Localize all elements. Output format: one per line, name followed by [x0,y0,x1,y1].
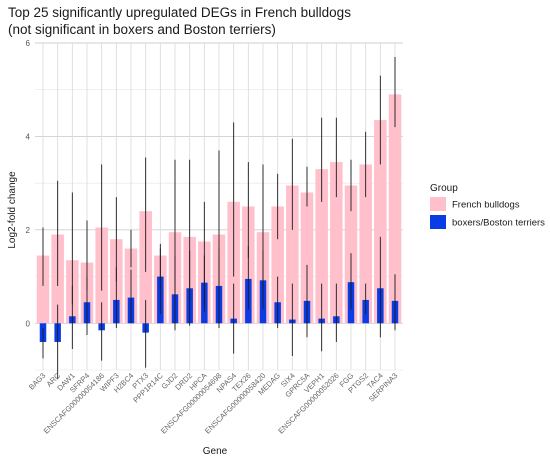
chart-title-line1: Top 25 significantly upregulated DEGs in… [8,5,351,20]
y-tick-label: 0 [26,319,31,328]
x-axis-ticks: BAG3ARCDAW1SFRP4ENSCAFG00000054186WIPF3H… [27,371,400,436]
y-axis-label: Log2-fold change [7,171,18,249]
y-tick-label: 2 [26,226,31,235]
legend-item-boxers-boston-label: boxers/Boston terriers [452,218,545,229]
legend-item-boxers-boston-swatch [430,215,446,229]
legend: Group French bulldogs boxers/Boston terri… [430,183,545,229]
legend-item-french-bulldogs-label: French bulldogs [452,200,520,211]
legend-item-french-bulldogs-swatch [430,197,446,211]
bar-french-bulldogs [374,120,387,324]
legend-title: Group [430,183,458,194]
x-axis-label: Gene [203,446,228,457]
bar-french-bulldogs [330,162,343,324]
bar-french-bulldogs [359,164,372,324]
bar-french-bulldogs [271,206,284,324]
y-tick-label: 6 [26,39,31,48]
y-tick-label: 4 [26,132,31,141]
chart-title-line2: (not significant in boxers and Boston te… [8,22,276,37]
bar-french-bulldogs [36,255,50,324]
y-axis-ticks: 0 2 4 6 [26,39,31,328]
bar-french-bulldogs [315,169,328,324]
chart-title: Top 25 significantly upregulated DEGs in… [8,4,351,38]
bar-french-bulldogs [300,192,314,324]
error-bars [42,57,396,380]
bar-french-bulldogs [286,185,299,324]
bar-french-bulldogs [388,94,402,324]
